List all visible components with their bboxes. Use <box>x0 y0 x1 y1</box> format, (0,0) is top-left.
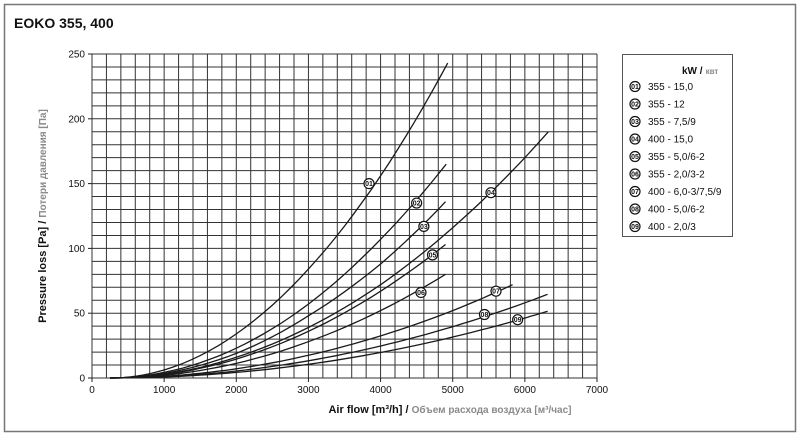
legend-item-08: 08 400 - 5,0/6-2 <box>629 203 705 216</box>
legend-label: 355 - 5,0/6-2 <box>648 152 705 163</box>
legend-marker-circle <box>629 220 641 233</box>
legend-marker-circle <box>629 80 641 93</box>
x-axis-label: Air flow [m³/h] / Объем расхода воздуха … <box>328 404 571 416</box>
y-axis-label: Pressure loss [Pa] / Потери давления [Па… <box>37 109 49 323</box>
legend-marker-circle <box>629 203 641 215</box>
series-line-02 <box>109 163 447 379</box>
legend-label: 400 - 15,0 <box>648 135 693 146</box>
legend-marker-circle <box>629 133 641 145</box>
series-line-06 <box>110 273 446 379</box>
y-tick-label: 50 <box>74 309 86 320</box>
series-line-01 <box>109 62 449 379</box>
x-axis-label-en: Air flow [m³/h] <box>328 404 402 416</box>
x-axis-label-ru: Объем расхода воздуха [м³/час] <box>412 404 572 416</box>
x-tick-label: 5000 <box>442 385 465 396</box>
x-tick-label: 2000 <box>225 385 248 396</box>
chart-title: EOKO 355, 400 <box>14 15 114 31</box>
legend-marker-circle <box>629 168 641 180</box>
series-marker-06: 06 <box>415 286 427 299</box>
series-marker-07: 07 <box>490 285 502 297</box>
legend-marker-circle <box>629 115 641 128</box>
series-marker-text: 01 <box>365 181 373 188</box>
y-tick-label: 250 <box>68 50 85 61</box>
series-marker-03: 03 <box>418 220 430 232</box>
series-marker-circle <box>363 178 375 190</box>
series-marker-08: 08 <box>478 308 491 321</box>
series-marker-text: 05 <box>429 252 437 259</box>
legend-marker-text: 06 <box>631 172 639 179</box>
x-tick-label: 6000 <box>514 385 537 396</box>
x-tick-label: 0 <box>89 385 95 396</box>
legend-item-01: 01 355 - 15,0 <box>629 80 693 93</box>
legend-marker-circle <box>629 185 641 198</box>
series-marker-circle <box>512 314 524 326</box>
series-marker-circle <box>478 308 491 321</box>
legend-marker-text: 01 <box>631 84 639 91</box>
legend-label: 400 - 5,0/6-2 <box>648 205 705 216</box>
legend-item-09: 09 400 - 2,0/3 <box>629 220 696 233</box>
legend-label: 355 - 7,5/9 <box>648 117 696 128</box>
series-marker-circle <box>485 187 497 199</box>
legend-marker-circle <box>629 150 641 163</box>
y-tick-label: 0 <box>79 374 85 385</box>
series-marker-04: 04 <box>485 187 497 199</box>
legend-item-03: 03 355 - 7,5/9 <box>629 115 696 128</box>
legend-marker-text: 07 <box>631 189 639 196</box>
series-markers: 01 02 03 04 05 06 07 08 09 <box>363 178 524 326</box>
series-marker-circle <box>418 220 430 232</box>
legend-marker-text: 05 <box>631 154 639 161</box>
x-tick-label: 3000 <box>297 385 320 396</box>
x-tick-label: 4000 <box>369 385 392 396</box>
legend-item-06: 06 355 - 2,0/3-2 <box>629 168 705 181</box>
series-marker-02: 02 <box>411 197 423 209</box>
tick-labels: 0 1000 2000 3000 4000 5000 6000 700005010015020… <box>68 50 608 397</box>
legend-marker-text: 04 <box>631 137 639 144</box>
legend-marker-text: 02 <box>631 102 639 109</box>
y-axis-label-en: Pressure loss [Pa] <box>37 226 49 322</box>
legend-title: kW / квт <box>682 66 718 77</box>
y-tick-label: 100 <box>68 244 85 255</box>
legend-marker-text: 08 <box>631 207 639 214</box>
y-tick-label: 200 <box>68 114 85 125</box>
legend-marker-text: 09 <box>631 224 639 231</box>
series-marker-05: 05 <box>426 249 439 261</box>
series-marker-text: 02 <box>413 201 421 208</box>
series-marker-text: 04 <box>487 190 495 197</box>
legend: kW / квт 01 355 - 15,0 02 355 - 12 03 355 - 7,… <box>622 54 733 237</box>
legend-label: 355 - 2,0/3-2 <box>648 170 705 181</box>
series-marker-text: 03 <box>420 224 428 231</box>
series-marker-circle <box>490 285 502 297</box>
series-marker-text: 09 <box>514 317 522 324</box>
legend-marker-text: 03 <box>631 119 639 126</box>
x-tick-label: 7000 <box>586 385 609 396</box>
series-marker-text: 08 <box>481 312 489 319</box>
series-marker-text: 06 <box>417 290 425 297</box>
series-marker-text: 07 <box>492 289 500 296</box>
series-marker-01: 01 <box>363 178 375 190</box>
legend-item-05: 05 355 - 5,0/6-2 <box>629 150 705 163</box>
legend-label: 400 - 6,0-3/7,5/9 <box>648 187 722 198</box>
legend-item-04: 04 400 - 15,0 <box>629 133 693 146</box>
legend-marker-circle <box>629 98 641 110</box>
legend-label: 355 - 15,0 <box>648 82 693 93</box>
series-marker-09: 09 <box>512 314 524 326</box>
y-axis-label-ru: Потери давления [Па] <box>38 109 49 217</box>
x-tick-label: 1000 <box>153 385 176 396</box>
legend-label: 355 - 12 <box>648 100 685 111</box>
y-tick-label: 150 <box>68 179 85 190</box>
legend-item-02: 02 355 - 12 <box>629 98 685 111</box>
legend-item-07: 07 400 - 6,0-3/7,5/9 <box>629 185 722 198</box>
series-marker-circle <box>411 197 423 209</box>
legend-box <box>622 54 733 237</box>
series-marker-circle <box>426 249 439 261</box>
series-marker-circle <box>415 286 427 299</box>
series-lines <box>109 62 549 379</box>
legend-label: 400 - 2,0/3 <box>648 222 696 233</box>
